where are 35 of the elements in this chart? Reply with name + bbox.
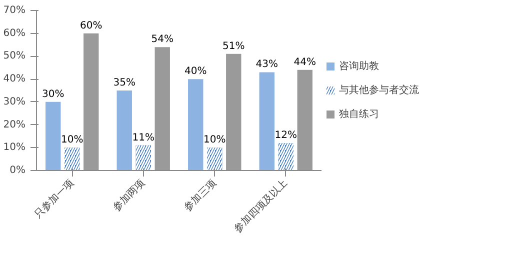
data-label: 11% <box>132 132 154 144</box>
x-tick-label: 参加两项 <box>110 176 148 214</box>
bar <box>84 33 99 170</box>
data-label: 54% <box>151 34 174 46</box>
data-label: 30% <box>42 88 64 100</box>
y-tick-label: 50% <box>3 50 26 62</box>
data-label: 10% <box>61 134 84 146</box>
data-label: 12% <box>274 130 297 142</box>
data-label: 51% <box>222 40 245 52</box>
data-label: 35% <box>113 78 136 88</box>
data-label: 44% <box>294 56 316 68</box>
x-tick-label: 参加四项及以上 <box>232 176 290 235</box>
legend-label: 与其他参与者交流 <box>339 84 419 97</box>
bar <box>226 54 242 170</box>
bar <box>154 47 170 170</box>
data-label: 60% <box>80 20 102 32</box>
y-tick-label: 20% <box>3 119 26 130</box>
legend-label: 咨询助教 <box>339 60 379 73</box>
y-tick-label: 30% <box>3 96 26 108</box>
y-tick-label: 40% <box>3 74 26 85</box>
bar <box>259 72 274 170</box>
bar <box>116 90 132 170</box>
bar <box>297 70 312 170</box>
x-tick-label: 只参加一项 <box>32 176 76 221</box>
x-tick-label: 参加三项 <box>182 176 219 214</box>
bar <box>46 102 61 170</box>
legend-label: 独自练习 <box>339 108 379 121</box>
y-tick-label: 70% <box>3 5 26 16</box>
y-tick-label: 10% <box>3 142 26 154</box>
y-tick-label: 60% <box>3 28 26 39</box>
data-label: 10% <box>204 134 226 146</box>
data-label: 43% <box>256 59 278 70</box>
y-tick-label: 0% <box>10 165 26 176</box>
data-label: 40% <box>184 66 207 78</box>
bar <box>188 79 204 170</box>
